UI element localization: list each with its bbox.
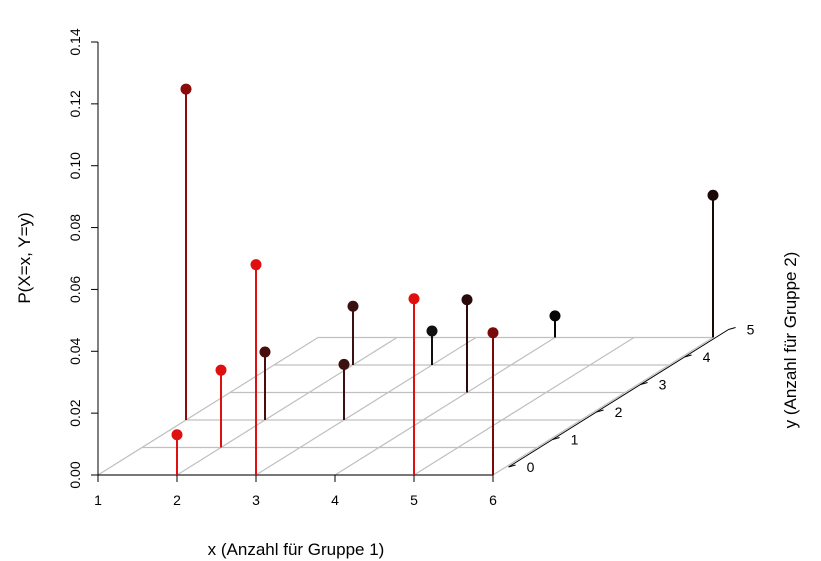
points	[171, 83, 719, 441]
y-tick-label: 4	[703, 349, 711, 365]
z-tick-label: 0.12	[67, 90, 83, 117]
grid-line-x	[334, 336, 556, 476]
z-tick-label: 0.14	[67, 28, 83, 55]
data-point	[549, 310, 561, 322]
data-point	[250, 259, 262, 271]
x-tick-label: 2	[173, 492, 181, 508]
grid-line-x	[176, 336, 398, 476]
data-point	[426, 325, 438, 337]
data-point	[180, 83, 192, 95]
grid-line-x	[413, 336, 635, 476]
z-tick-label: 0.06	[67, 276, 83, 303]
y-tick-label: 1	[571, 432, 579, 448]
x-tick-label: 5	[410, 492, 418, 508]
data-point	[347, 300, 359, 312]
y-tick-label: 0	[527, 459, 535, 475]
z-tick-label: 0.08	[67, 214, 83, 241]
z-tick-label: 0.04	[67, 337, 83, 364]
data-point	[171, 429, 183, 441]
data-point	[707, 189, 719, 201]
y-tick	[552, 437, 560, 440]
data-point	[338, 358, 350, 370]
axes	[91, 41, 736, 482]
x-tick-label: 6	[489, 492, 497, 508]
y-tick	[508, 464, 516, 468]
grid-line-x	[255, 336, 477, 476]
tick-labels: 1 2 3 4 5 6 0.00 0.02 0.04 0.06 0.08 0.10 0.12 0.14 0 1…	[67, 28, 755, 508]
y-tick	[640, 382, 648, 385]
z-axis-label: P(X=x, Y=y)	[15, 212, 34, 303]
data-point	[215, 364, 227, 376]
y-tick-label: 3	[659, 377, 667, 393]
y-tick-label: 2	[615, 404, 623, 420]
x-tick-label: 3	[252, 492, 260, 508]
z-tick-label: 0.02	[67, 399, 83, 426]
z-tick-label: 0.00	[67, 461, 83, 488]
y-tick	[684, 354, 692, 358]
y-axis-label: y (Anzahl für Gruppe 2)	[781, 252, 800, 429]
data-point	[259, 346, 271, 358]
x-tick-label: 4	[331, 492, 339, 508]
grid-line-x	[97, 336, 319, 476]
stems	[176, 89, 714, 475]
y-tick-label: 5	[747, 322, 755, 338]
x-axis-label: x (Anzahl für Gruppe 1)	[208, 540, 385, 559]
z-tick-label: 0.10	[67, 152, 83, 179]
y-axis-line	[508, 329, 729, 468]
grid-line-x	[492, 336, 714, 476]
y-tick	[596, 409, 604, 413]
data-point	[487, 327, 499, 339]
data-point	[408, 293, 420, 305]
y-tick	[728, 327, 736, 330]
x-tick-label: 1	[94, 492, 102, 508]
data-point	[461, 294, 473, 306]
